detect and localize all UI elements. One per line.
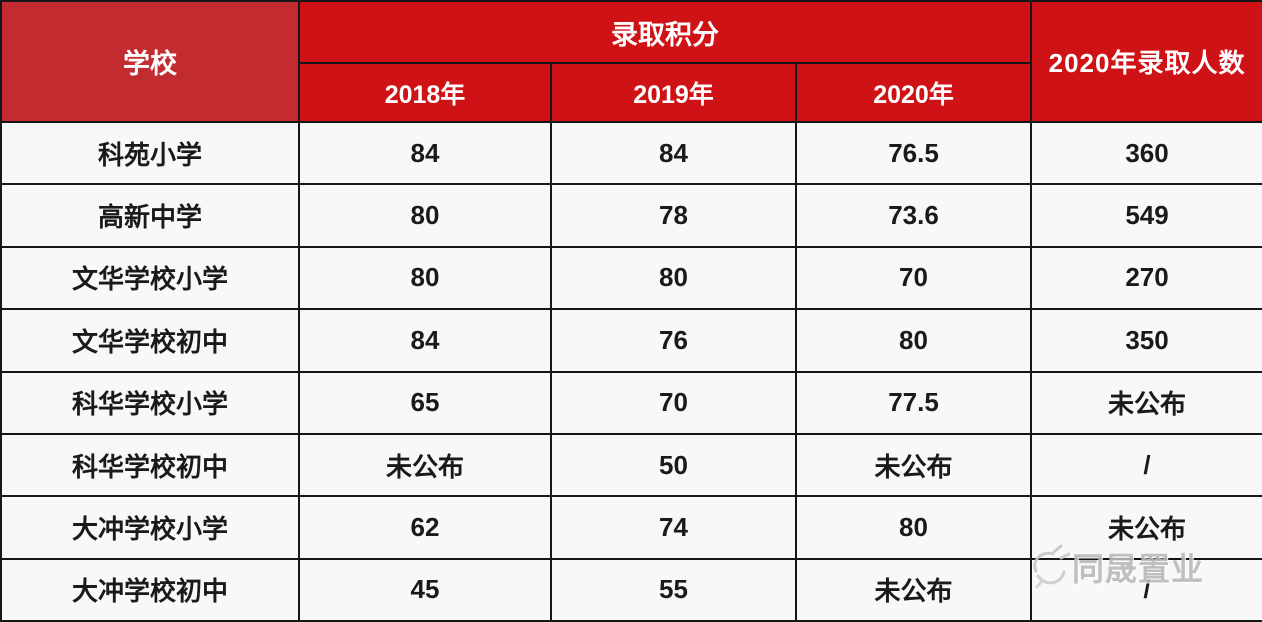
score-cell-2019: 70: [550, 370, 797, 435]
school-name-cell: 科华学校初中: [0, 432, 300, 498]
score-cell-2018: 84: [298, 120, 552, 186]
score-cell-2019: 50: [550, 432, 797, 498]
score-cell-2020: 未公布: [794, 557, 1033, 622]
score-cell-2020: 73.6: [794, 183, 1033, 248]
score-cell-2020: 76.5: [794, 120, 1033, 186]
score-cell-2020: 80: [794, 495, 1033, 560]
admitted-count-cell: 270: [1030, 245, 1262, 311]
admitted-count-cell: /: [1030, 557, 1262, 622]
school-name-cell: 文华学校初中: [0, 308, 300, 373]
admitted-count-cell: 350: [1030, 308, 1262, 373]
admitted-count-cell: /: [1030, 432, 1262, 498]
school-name-cell: 科苑小学: [0, 120, 300, 186]
score-cell-2018: 未公布: [298, 432, 552, 498]
score-cell-2019: 84: [550, 120, 797, 186]
school-name-cell: 大冲学校小学: [0, 495, 300, 560]
score-cell-2019: 80: [550, 245, 797, 311]
score-cell-2019: 74: [550, 495, 797, 560]
score-cell-2020: 未公布: [794, 432, 1033, 498]
admitted-count-cell: 549: [1030, 183, 1262, 248]
admitted-count-cell: 未公布: [1030, 495, 1262, 560]
score-cell-2018: 84: [298, 308, 552, 373]
points-group-header-cell: 录取积分: [297, 0, 1033, 64]
admitted-count-cell: 360: [1030, 120, 1262, 186]
admitted-count-header-cell: 2020年录取人数: [1030, 0, 1262, 123]
score-cell-2020: 77.5: [794, 370, 1033, 435]
score-cell-2018: 65: [298, 370, 552, 435]
year-header-2020: 2020年: [794, 62, 1033, 123]
school-header-cell: 学校: [0, 0, 300, 123]
score-cell-2020: 70: [794, 245, 1033, 311]
school-name-cell: 大冲学校初中: [0, 557, 300, 622]
table-header: 学校 录取积分 2020年录取人数 2018年 2019年 2020年: [0, 0, 1262, 123]
score-cell-2018: 62: [298, 495, 552, 560]
year-header-2019: 2019年: [550, 62, 797, 123]
score-cell-2020: 80: [794, 308, 1033, 373]
table-row: 大冲学校小学 62 74 80 未公布: [0, 495, 1262, 560]
table-body: 科苑小学 84 84 76.5 360 高新中学 80 78 73.6 549 …: [0, 120, 1262, 622]
table-row: 科华学校初中 未公布 50 未公布 /: [0, 432, 1262, 498]
school-name-cell: 科华学校小学: [0, 370, 300, 435]
table-row: 科华学校小学 65 70 77.5 未公布: [0, 370, 1262, 435]
score-cell-2018: 80: [298, 245, 552, 311]
score-cell-2018: 80: [298, 183, 552, 248]
table-row: 大冲学校初中 45 55 未公布 /: [0, 557, 1262, 622]
table-row: 高新中学 80 78 73.6 549: [0, 183, 1262, 248]
score-cell-2019: 76: [550, 308, 797, 373]
school-name-cell: 文华学校小学: [0, 245, 300, 311]
table-row: 科苑小学 84 84 76.5 360: [0, 120, 1262, 186]
score-cell-2019: 55: [550, 557, 797, 622]
school-name-cell: 高新中学: [0, 183, 300, 248]
score-cell-2018: 45: [298, 557, 552, 622]
year-header-2018: 2018年: [298, 62, 552, 123]
table-row: 文华学校小学 80 80 70 270: [0, 245, 1262, 311]
admitted-count-cell: 未公布: [1030, 370, 1262, 435]
table-row: 文华学校初中 84 76 80 350: [0, 308, 1262, 373]
score-cell-2019: 78: [550, 183, 797, 248]
